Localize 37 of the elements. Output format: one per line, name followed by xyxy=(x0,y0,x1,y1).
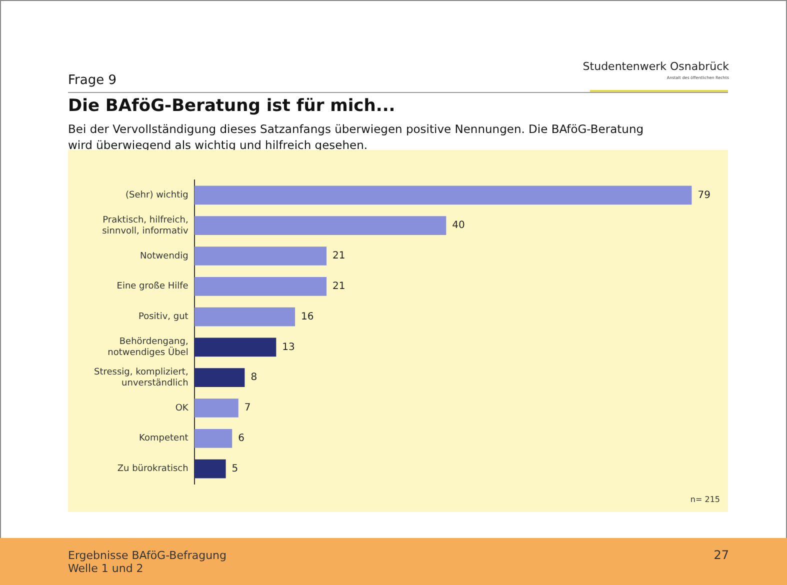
y-tick-label: OK xyxy=(175,403,190,414)
data-label: 5 xyxy=(232,463,238,474)
y-tick-label: Positiv, gut xyxy=(138,312,189,322)
bar xyxy=(194,368,245,388)
bar xyxy=(194,338,276,357)
bar xyxy=(194,307,296,326)
y-tick-label: Behördengang, notwendiges Übel xyxy=(108,337,188,358)
y-tick-label: (Sehr) wichtig xyxy=(126,190,188,201)
y-tick-label: Eine große Hilfe xyxy=(116,282,189,292)
data-label: 7 xyxy=(244,402,251,414)
bar xyxy=(194,246,327,266)
bar xyxy=(194,216,446,236)
bar xyxy=(194,276,327,296)
y-tick-label: Stressig, kompliziert, unverständlich xyxy=(94,368,188,388)
data-label: 40 xyxy=(452,220,465,232)
text: Frage 9 xyxy=(68,73,116,88)
data-label: 8 xyxy=(250,372,258,384)
y-tick-label: Notwendig xyxy=(140,251,188,262)
data-label: 21 xyxy=(332,250,346,262)
chart-subtitle: Bei der Vervollständigung dieses Satzanfangs überwiegen positive Nennungen. Die BAföG-Beratung wird überwiegend als wichtig und hilfreich gesehen. xyxy=(68,121,645,153)
bar xyxy=(194,428,232,448)
text: n= 215 xyxy=(690,495,720,504)
data-label: 6 xyxy=(238,432,244,444)
data-label: 79 xyxy=(698,190,710,201)
bar xyxy=(194,398,238,418)
bar xyxy=(194,186,692,205)
text: 27 xyxy=(714,548,729,562)
y-tick-label: Kompetent xyxy=(139,434,189,444)
y-tick-label: Zu bürokratisch xyxy=(117,464,188,474)
data-label: 21 xyxy=(332,280,346,292)
chart-title: Die BAföG-Beratung ist für mich... xyxy=(68,96,396,116)
bar xyxy=(194,459,226,478)
data-label: 16 xyxy=(301,311,314,322)
y-tick-label: Praktisch, hilfreich, sinnvoll, informativ xyxy=(102,216,189,236)
text: Studentenwerk Osnabrück xyxy=(582,60,729,73)
data-label: 13 xyxy=(282,342,295,353)
text: Ergebnisse BAföG-Befragung Welle 1 und 2 xyxy=(68,549,227,575)
